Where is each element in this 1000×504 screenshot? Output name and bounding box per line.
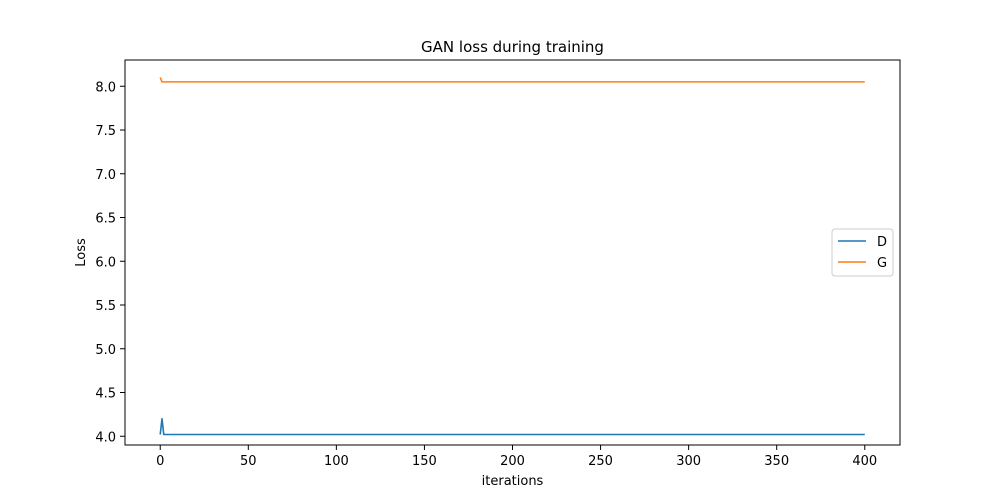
chart-title: GAN loss during training — [421, 38, 604, 56]
y-axis-label: Loss — [74, 238, 89, 267]
series-line-g — [159, 77, 865, 83]
y-tick-label: 5.0 — [95, 343, 116, 358]
y-tick-label: 8.0 — [95, 80, 116, 95]
legend-label-d: D — [877, 235, 887, 250]
x-tick-label: 50 — [240, 454, 257, 469]
y-tick-label: 7.0 — [95, 168, 116, 183]
y-tick-label: 4.5 — [95, 387, 116, 402]
x-tick-label: 200 — [500, 454, 525, 469]
x-tick-label: 150 — [412, 454, 437, 469]
series-layer — [159, 77, 865, 436]
y-tick-label: 6.5 — [95, 212, 116, 227]
x-axis-ticks: 0 50 100 150 200 250 300 350 400 — [156, 445, 877, 469]
y-tick-label: 6.0 — [95, 255, 116, 270]
x-tick-label: 250 — [588, 454, 613, 469]
y-tick-label: 7.5 — [95, 124, 116, 139]
y-axis-ticks: 4.0 4.5 5.0 5.5 6.0 6.5 7.0 7.5 8.0 — [95, 80, 125, 445]
x-tick-label: 100 — [324, 454, 349, 469]
series-line-d — [159, 417, 865, 436]
x-tick-label: 400 — [852, 454, 877, 469]
x-tick-label: 300 — [676, 454, 701, 469]
legend-label-g: G — [877, 256, 887, 271]
y-tick-label: 4.0 — [95, 430, 116, 445]
legend: DG — [831, 228, 894, 277]
y-tick-label: 5.5 — [95, 299, 116, 314]
x-axis-label: iterations — [482, 474, 544, 489]
x-tick-label: 0 — [156, 454, 164, 469]
x-tick-label: 350 — [764, 454, 789, 469]
